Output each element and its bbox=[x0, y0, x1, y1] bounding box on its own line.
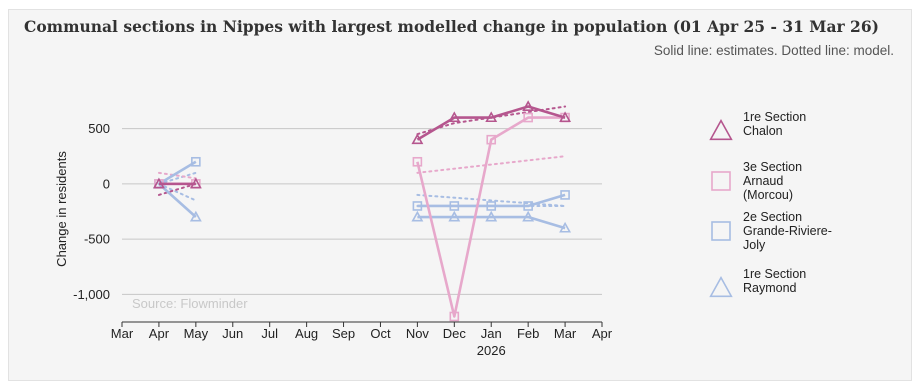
y-tick-label: 0 bbox=[103, 176, 110, 191]
x-tick-label: Feb bbox=[517, 326, 539, 341]
legend-marker bbox=[709, 276, 733, 298]
line-chart: 500 0 -500 -1,000 Mar Apr May Jun Jul Aug Sep Oct N… bbox=[54, 100, 832, 358]
data-point bbox=[411, 133, 424, 145]
grid-lines bbox=[122, 128, 602, 295]
data-point bbox=[559, 111, 572, 123]
x-tick-label: Nov bbox=[406, 326, 430, 341]
y-tick-label: -500 bbox=[84, 232, 110, 247]
data-point bbox=[412, 156, 423, 167]
data-point bbox=[486, 134, 497, 145]
x-tick-label: Dec bbox=[443, 326, 467, 341]
series-group bbox=[152, 100, 572, 322]
x-tick-label: May bbox=[184, 326, 209, 341]
model-line bbox=[416, 155, 567, 174]
legend-marker bbox=[711, 221, 731, 241]
estimate-line bbox=[416, 116, 566, 318]
y-axis-ticks: 500 0 -500 -1,000 bbox=[73, 121, 110, 302]
estimate-line bbox=[158, 160, 197, 185]
y-axis-label: Change in residents bbox=[54, 151, 69, 267]
data-point bbox=[412, 201, 423, 211]
data-point bbox=[523, 112, 533, 123]
estimate-line bbox=[416, 105, 566, 141]
model-line bbox=[157, 171, 197, 185]
data-point bbox=[449, 311, 460, 322]
model-line bbox=[416, 193, 567, 207]
data-point bbox=[522, 100, 535, 112]
legend-label: 1re Section Raymond bbox=[743, 267, 806, 295]
chart-title: Communal sections in Nippes with largest… bbox=[24, 17, 879, 36]
x-tick-label: Sep bbox=[332, 326, 355, 341]
data-point bbox=[448, 210, 461, 222]
x-tick-label: Jan bbox=[481, 326, 502, 341]
data-point bbox=[522, 210, 535, 222]
model-line bbox=[157, 171, 197, 180]
data-point bbox=[560, 190, 570, 200]
legend-label: 3e Section Arnaud (Morcou) bbox=[743, 160, 802, 202]
x-tick-label: Jul bbox=[261, 326, 278, 341]
estimate-line bbox=[417, 215, 566, 230]
x-tick-label: Apr bbox=[149, 326, 170, 341]
source-note: Source: Flowminder bbox=[132, 296, 248, 311]
x-tick-label: Mar bbox=[111, 326, 134, 341]
x-tick-label: Oct bbox=[370, 326, 391, 341]
x-tick-label: Aug bbox=[295, 326, 318, 341]
x-tick-label: Mar bbox=[554, 326, 577, 341]
data-point bbox=[449, 201, 460, 211]
chart-subtitle: Solid line: estimates. Dotted line: mode… bbox=[653, 43, 894, 58]
model-line bbox=[157, 182, 197, 202]
data-point bbox=[523, 201, 533, 211]
x-tick-label: Apr bbox=[592, 326, 613, 341]
data-point bbox=[191, 156, 201, 167]
data-point bbox=[559, 221, 572, 233]
model-line bbox=[157, 182, 197, 196]
data-point bbox=[189, 210, 202, 222]
legend-label: 2e Section Grande-Riviere-Joly bbox=[743, 210, 832, 252]
legend-marker bbox=[711, 171, 731, 191]
data-point bbox=[189, 177, 202, 189]
estimate-line bbox=[417, 193, 566, 208]
x-year-label: 2026 bbox=[477, 343, 506, 358]
data-point bbox=[448, 111, 461, 123]
data-point bbox=[485, 210, 498, 222]
legend-marker bbox=[709, 119, 733, 141]
estimate-line bbox=[158, 182, 197, 218]
data-point bbox=[411, 210, 424, 222]
data-point bbox=[486, 201, 497, 211]
data-point bbox=[152, 177, 165, 189]
x-tick-label: Jun bbox=[222, 326, 243, 341]
y-tick-label: 500 bbox=[88, 121, 110, 136]
data-point bbox=[485, 111, 498, 123]
x-axis: Mar Apr May Jun Jul Aug Sep Oct Nov Dec Jan Feb Mar A… bbox=[111, 321, 613, 358]
y-tick-label: -1,000 bbox=[73, 287, 110, 302]
legend: 1re Section Chalon 3e Section Arnaud (Morcou… bbox=[709, 110, 832, 298]
legend-label: 1re Section Chalon bbox=[743, 110, 806, 138]
